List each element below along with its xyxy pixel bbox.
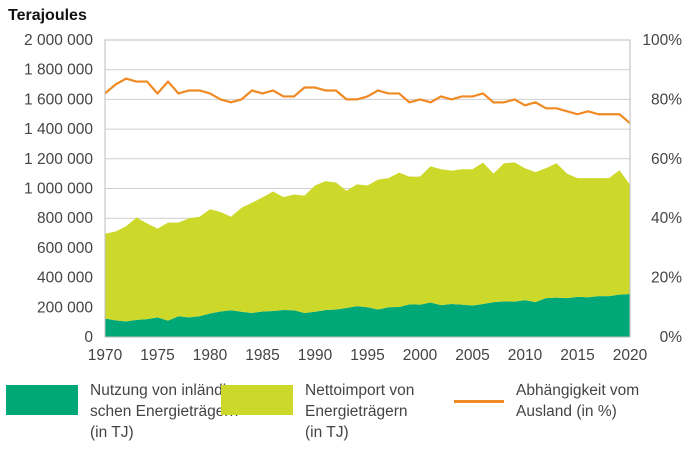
line-series [104,77,631,124]
y-right-tick-label: 40% [651,210,682,227]
y-right-tick-label: 60% [651,151,682,168]
legend-label-domestic: Nutzung von inländi- schen Energieträger… [90,382,239,441]
y-left-tick-label: 200 000 [37,299,93,316]
y-left-tick-label: 400 000 [37,270,93,287]
x-tick-label: 1995 [350,347,384,364]
y-left-tick-label: 1 200 000 [24,151,93,168]
y-left-tick-label: 1 400 000 [24,121,93,138]
axes: 0 200 000 400 000 600 000 800 000 1 000 000 1 … [24,32,682,364]
legend: Nutzung von inländi- schen Energieträger… [0,378,688,463]
legend-item-domestic[interactable]: Nutzung von inländi- schen Energieträger… [6,380,238,443]
x-tick-label: 2000 [403,347,438,364]
legend-item-dependency[interactable]: Abhängigkeit vom Ausland (in %) [454,380,639,422]
chart: Terajoules 0 200 000 400 000 600 000 800 000… [8,7,682,364]
legend-swatch-import [221,385,293,415]
y-left-tick-label: 0 [84,329,93,346]
y-left-tick-label: 600 000 [37,240,93,257]
y-left-tick-label: 1 600 000 [24,91,93,108]
x-tick-label: 2010 [508,347,543,364]
x-tick-label: 1980 [193,347,228,364]
plot-frame [104,39,631,338]
y-left-tick-label: 800 000 [37,210,93,227]
legend-label-dependency: Abhängigkeit vom Ausland (in %) [516,382,640,420]
line-dependency [104,77,631,124]
x-tick-label: 1990 [298,347,333,364]
y-right-tick-label: 100% [642,32,682,49]
legend-swatch-domestic [6,385,78,415]
y-left-tick-label: 1 000 000 [24,181,93,198]
y-right-tick-label: 0% [660,329,683,346]
legend-swatch-dependency [454,400,504,403]
x-tick-label: 2020 [613,347,648,364]
area-import [105,162,630,322]
y-right-tick-label: 20% [651,270,682,287]
x-tick-label: 2005 [455,347,489,364]
x-tick-label: 1985 [245,347,279,364]
legend-item-import[interactable]: Nettoimport von Energieträgern (in TJ) [221,380,414,443]
y-left-tick-label: 2 000 000 [24,32,93,49]
area-series [105,162,630,337]
left-axis-title: Terajoules [8,7,87,24]
x-tick-label: 2015 [560,347,594,364]
x-tick-label: 1975 [140,347,174,364]
y-right-tick-label: 80% [651,91,682,108]
area-domestic [105,293,630,337]
x-tick-label: 1970 [88,347,123,364]
legend-label-import: Nettoimport von Energieträgern (in TJ) [305,382,415,441]
y-left-tick-label: 1 800 000 [24,62,93,79]
